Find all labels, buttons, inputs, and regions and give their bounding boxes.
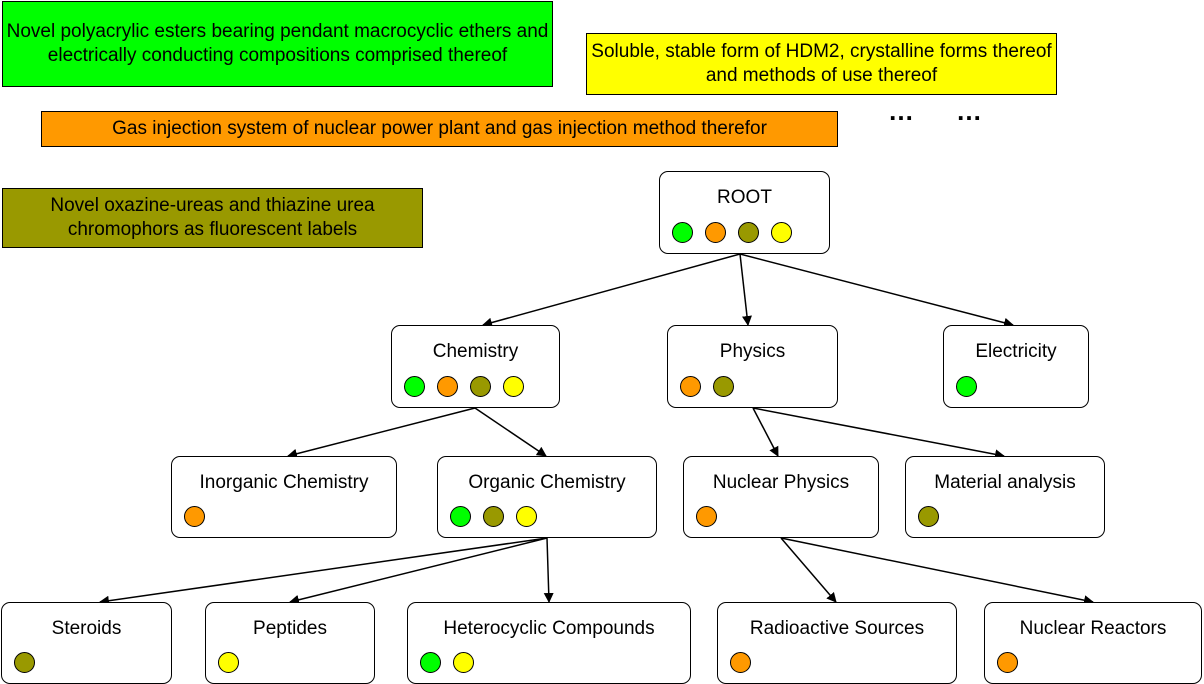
- edge-chemistry-organic: [474, 407, 547, 457]
- node-electricity: Electricity: [943, 325, 1089, 408]
- document-orange-title: Gas injection system of nuclear power pl…: [112, 118, 767, 139]
- olive-document-dot: [470, 376, 491, 397]
- orange-document-dot: [437, 376, 458, 397]
- document-orange: Gas injection system of nuclear power pl…: [41, 111, 838, 147]
- node-material-analysis: Material analysis: [905, 456, 1105, 538]
- green-document-dot: [672, 222, 693, 243]
- node-radioactive-sources: Radioactive Sources: [717, 602, 957, 684]
- yellow-document-dot: [453, 652, 474, 673]
- node-chemistry-label: Chemistry: [432, 341, 519, 362]
- edge-root-electricity: [739, 253, 1014, 328]
- node-nuclear-reactors-label: Nuclear Reactors: [1019, 618, 1167, 639]
- green-document-dot: [956, 376, 977, 397]
- orange-document-dot: [184, 506, 205, 527]
- edge-organic-heterocyclic: [543, 537, 554, 603]
- node-peptides: Peptides: [205, 602, 375, 684]
- document-green-title: Novel polyacrylic esters bearing pendant…: [6, 21, 549, 66]
- edge-root-chemistry: [482, 253, 741, 328]
- document-olive: Novel oxazine-ureas and thiazine urea ch…: [2, 188, 423, 248]
- green-document-dot: [420, 652, 441, 673]
- yellow-document-dot: [771, 222, 792, 243]
- node-nuclear-reactors-dots: [997, 652, 1018, 673]
- node-organic-chemistry-dots: [450, 506, 537, 527]
- olive-document-dot: [713, 376, 734, 397]
- edge-organic-peptides: [289, 537, 548, 605]
- orange-document-dot: [705, 222, 726, 243]
- node-radioactive-sources-label: Radioactive Sources: [749, 618, 925, 639]
- node-chemistry: Chemistry: [391, 325, 560, 408]
- node-inorganic-chemistry-label: Inorganic Chemistry: [199, 472, 369, 493]
- node-inorganic-chemistry-dots: [184, 506, 205, 527]
- yellow-document-dot: [218, 652, 239, 673]
- orange-document-dot: [680, 376, 701, 397]
- green-document-dot: [450, 506, 471, 527]
- node-steroids-label: Steroids: [51, 618, 122, 639]
- node-electricity-dots: [956, 376, 977, 397]
- node-material-analysis-label: Material analysis: [934, 472, 1076, 493]
- edge-nuclear-reactors: [780, 537, 1094, 606]
- document-olive-title: Novel oxazine-ureas and thiazine urea ch…: [50, 195, 375, 240]
- document-yellow-title: Soluble, stable form of HDM2, crystallin…: [591, 41, 1052, 86]
- ellipsis-2: …: [956, 96, 983, 126]
- node-peptides-dots: [218, 652, 239, 673]
- yellow-document-dot: [516, 506, 537, 527]
- node-nuclear-reactors: Nuclear Reactors: [984, 602, 1202, 684]
- node-nuclear-physics-dots: [696, 506, 717, 527]
- yellow-document-dot: [503, 376, 524, 397]
- node-root: ROOT: [659, 171, 830, 254]
- orange-document-dot: [730, 652, 751, 673]
- node-chemistry-dots: [404, 376, 524, 397]
- node-nuclear-physics: Nuclear Physics: [683, 456, 879, 538]
- node-physics: Physics: [667, 325, 838, 408]
- olive-document-dot: [918, 506, 939, 527]
- node-steroids: Steroids: [1, 602, 172, 684]
- orange-document-dot: [696, 506, 717, 527]
- node-material-analysis-dots: [918, 506, 939, 527]
- node-peptides-label: Peptides: [253, 618, 327, 639]
- edge-physics-nuclear: [752, 407, 779, 457]
- edge-chemistry-inorganic: [287, 407, 476, 459]
- olive-document-dot: [14, 652, 35, 673]
- olive-document-dot: [738, 222, 759, 243]
- node-physics-dots: [680, 376, 734, 397]
- olive-document-dot: [483, 506, 504, 527]
- node-organic-chemistry-label: Organic Chemistry: [468, 472, 626, 493]
- node-heterocyclic-compounds: Heterocyclic Compounds: [407, 602, 691, 684]
- node-organic-chemistry: Organic Chemistry: [437, 456, 657, 538]
- node-root-dots: [672, 222, 792, 243]
- node-heterocyclic-compounds-label: Heterocyclic Compounds: [443, 618, 655, 639]
- node-root-label: ROOT: [717, 187, 772, 208]
- edge-nuclear-radioactive: [780, 537, 837, 603]
- node-radioactive-sources-dots: [730, 652, 751, 673]
- edge-physics-material: [752, 407, 1005, 460]
- ellipsis-1: …: [888, 96, 915, 126]
- edge-organic-steroids: [99, 537, 548, 606]
- node-steroids-dots: [14, 652, 35, 673]
- document-green: Novel polyacrylic esters bearing pendant…: [2, 1, 553, 87]
- node-nuclear-physics-label: Nuclear Physics: [712, 472, 850, 493]
- edge-root-physics: [739, 253, 752, 326]
- node-electricity-label: Electricity: [975, 341, 1057, 362]
- orange-document-dot: [997, 652, 1018, 673]
- document-yellow: Soluble, stable form of HDM2, crystallin…: [586, 33, 1057, 95]
- green-document-dot: [404, 376, 425, 397]
- node-heterocyclic-compounds-dots: [420, 652, 474, 673]
- node-inorganic-chemistry: Inorganic Chemistry: [171, 456, 397, 538]
- node-physics-label: Physics: [719, 341, 786, 362]
